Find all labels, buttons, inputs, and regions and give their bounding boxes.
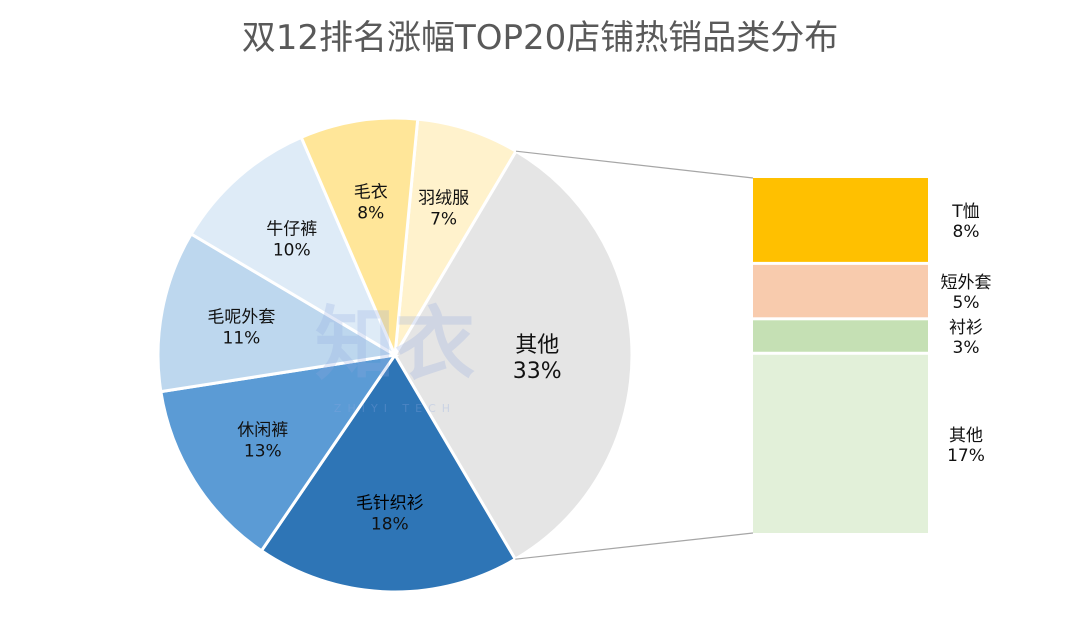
- connector-line-top: [515, 150, 754, 179]
- pie-slice-1: [393, 149, 634, 562]
- slice-value-label: 33%: [513, 359, 562, 384]
- slice-value-label: 8%: [357, 203, 384, 223]
- slice-label: 毛针织衫: [356, 493, 424, 513]
- bar-segment-label: 短外套: [941, 273, 992, 293]
- watermark-logo: 知衣: [315, 298, 475, 391]
- watermark-sub: ZHIYI TECH: [334, 402, 456, 415]
- pie-slice-2: [259, 352, 518, 594]
- pie-slice-5: [189, 135, 399, 359]
- slice-label: 休闲裤: [237, 421, 288, 441]
- slice-value-label: 13%: [244, 442, 282, 462]
- bar-segment-3: [753, 354, 928, 533]
- connector-line-bottom: [515, 532, 754, 560]
- bar-segment-value-label: 8%: [953, 222, 980, 242]
- bar-segment-label: 其他: [949, 426, 983, 446]
- chart-title: 双12排名涨幅TOP20店铺热销品类分布: [241, 18, 839, 58]
- pie-slice-4: [156, 231, 400, 394]
- pie-slice-0: [393, 117, 519, 356]
- bar-segment-label: T恤: [951, 202, 979, 222]
- slice-label: 毛呢外套: [207, 307, 275, 327]
- slice-value-label: 10%: [273, 240, 311, 260]
- bar-segment-1: [753, 264, 928, 318]
- pie-slice-6: [299, 116, 420, 356]
- bar-segment-label: 衬衫: [949, 318, 983, 338]
- slice-label: 其他: [515, 333, 559, 358]
- bar-segment-2: [753, 320, 928, 352]
- slice-label: 羽绒服: [418, 188, 469, 208]
- bar-segment-value-label: 5%: [953, 293, 980, 313]
- slice-value-label: 7%: [430, 209, 457, 229]
- pie-slice-3: [159, 352, 399, 553]
- slice-label: 牛仔裤: [266, 219, 317, 239]
- bar-segment-value-label: 3%: [953, 338, 980, 358]
- slice-value-label: 18%: [371, 514, 409, 534]
- slice-value-label: 11%: [223, 328, 261, 348]
- slice-label: 毛衣: [354, 182, 388, 202]
- bar-segment-value-label: 17%: [947, 446, 985, 466]
- bar-segment-0: [753, 178, 928, 262]
